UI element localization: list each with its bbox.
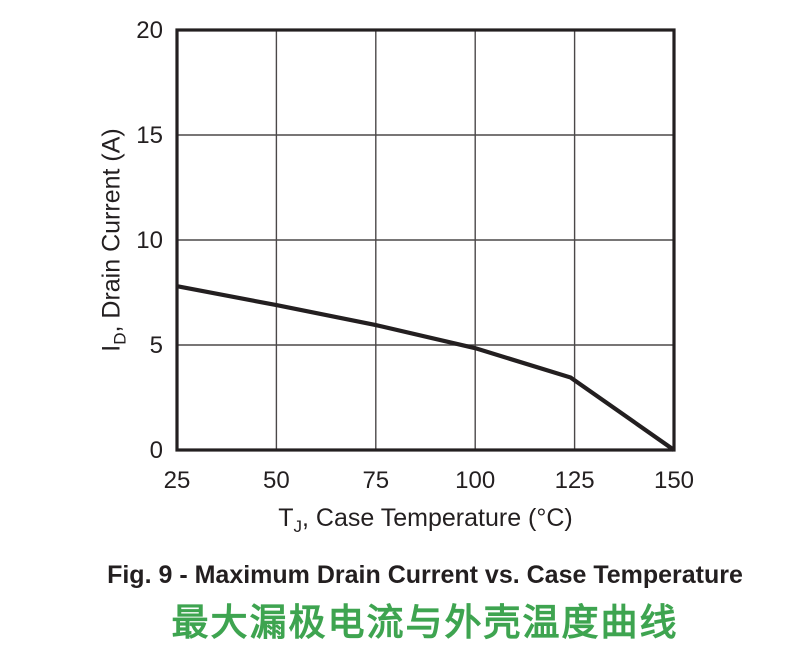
y-tick-label-0: 0 — [150, 437, 163, 464]
x-axis-subscript: J — [293, 517, 303, 536]
derating-curve-maximum-drain-current — [176, 284, 676, 452]
y-tick-label-10: 10 — [136, 227, 163, 254]
x-tick-label-75: 75 — [362, 467, 389, 494]
x-axis-label-text: , Case Temperature (°C) — [302, 504, 573, 532]
chart-canvas: 25 50 75 100 125 150 0 5 10 15 20 — [136, 17, 694, 494]
gridlines — [177, 30, 674, 450]
y-tick-label-5: 5 — [150, 332, 163, 359]
tick-labels: 25 50 75 100 125 150 0 5 10 15 20 — [136, 17, 694, 494]
y-tick-label-20: 20 — [136, 17, 163, 44]
x-tick-label-150: 150 — [654, 467, 694, 494]
x-tick-label-50: 50 — [263, 467, 290, 494]
figure-caption: Fig. 9 - Maximum Drain Current vs. Case … — [107, 561, 743, 589]
x-axis-symbol: T — [278, 504, 294, 532]
y-axis-title: ID, Drain Current (A) — [97, 128, 130, 352]
x-tick-label-25: 25 — [164, 467, 191, 494]
curve-group — [176, 284, 676, 452]
y-axis-symbol: I — [97, 344, 126, 352]
y-axis-subscript: D — [110, 332, 130, 345]
y-axis-label-text: , Drain Current (A) — [97, 128, 126, 333]
y-tick-label-15: 15 — [136, 122, 163, 149]
x-tick-label-125: 125 — [555, 467, 595, 494]
figure-caption-chinese: 最大漏极电流与外壳温度曲线 — [171, 602, 679, 643]
plot-border — [175, 28, 676, 452]
x-tick-label-100: 100 — [455, 467, 495, 494]
x-axis-title: TJ, Case Temperature (°C) — [177, 504, 674, 536]
